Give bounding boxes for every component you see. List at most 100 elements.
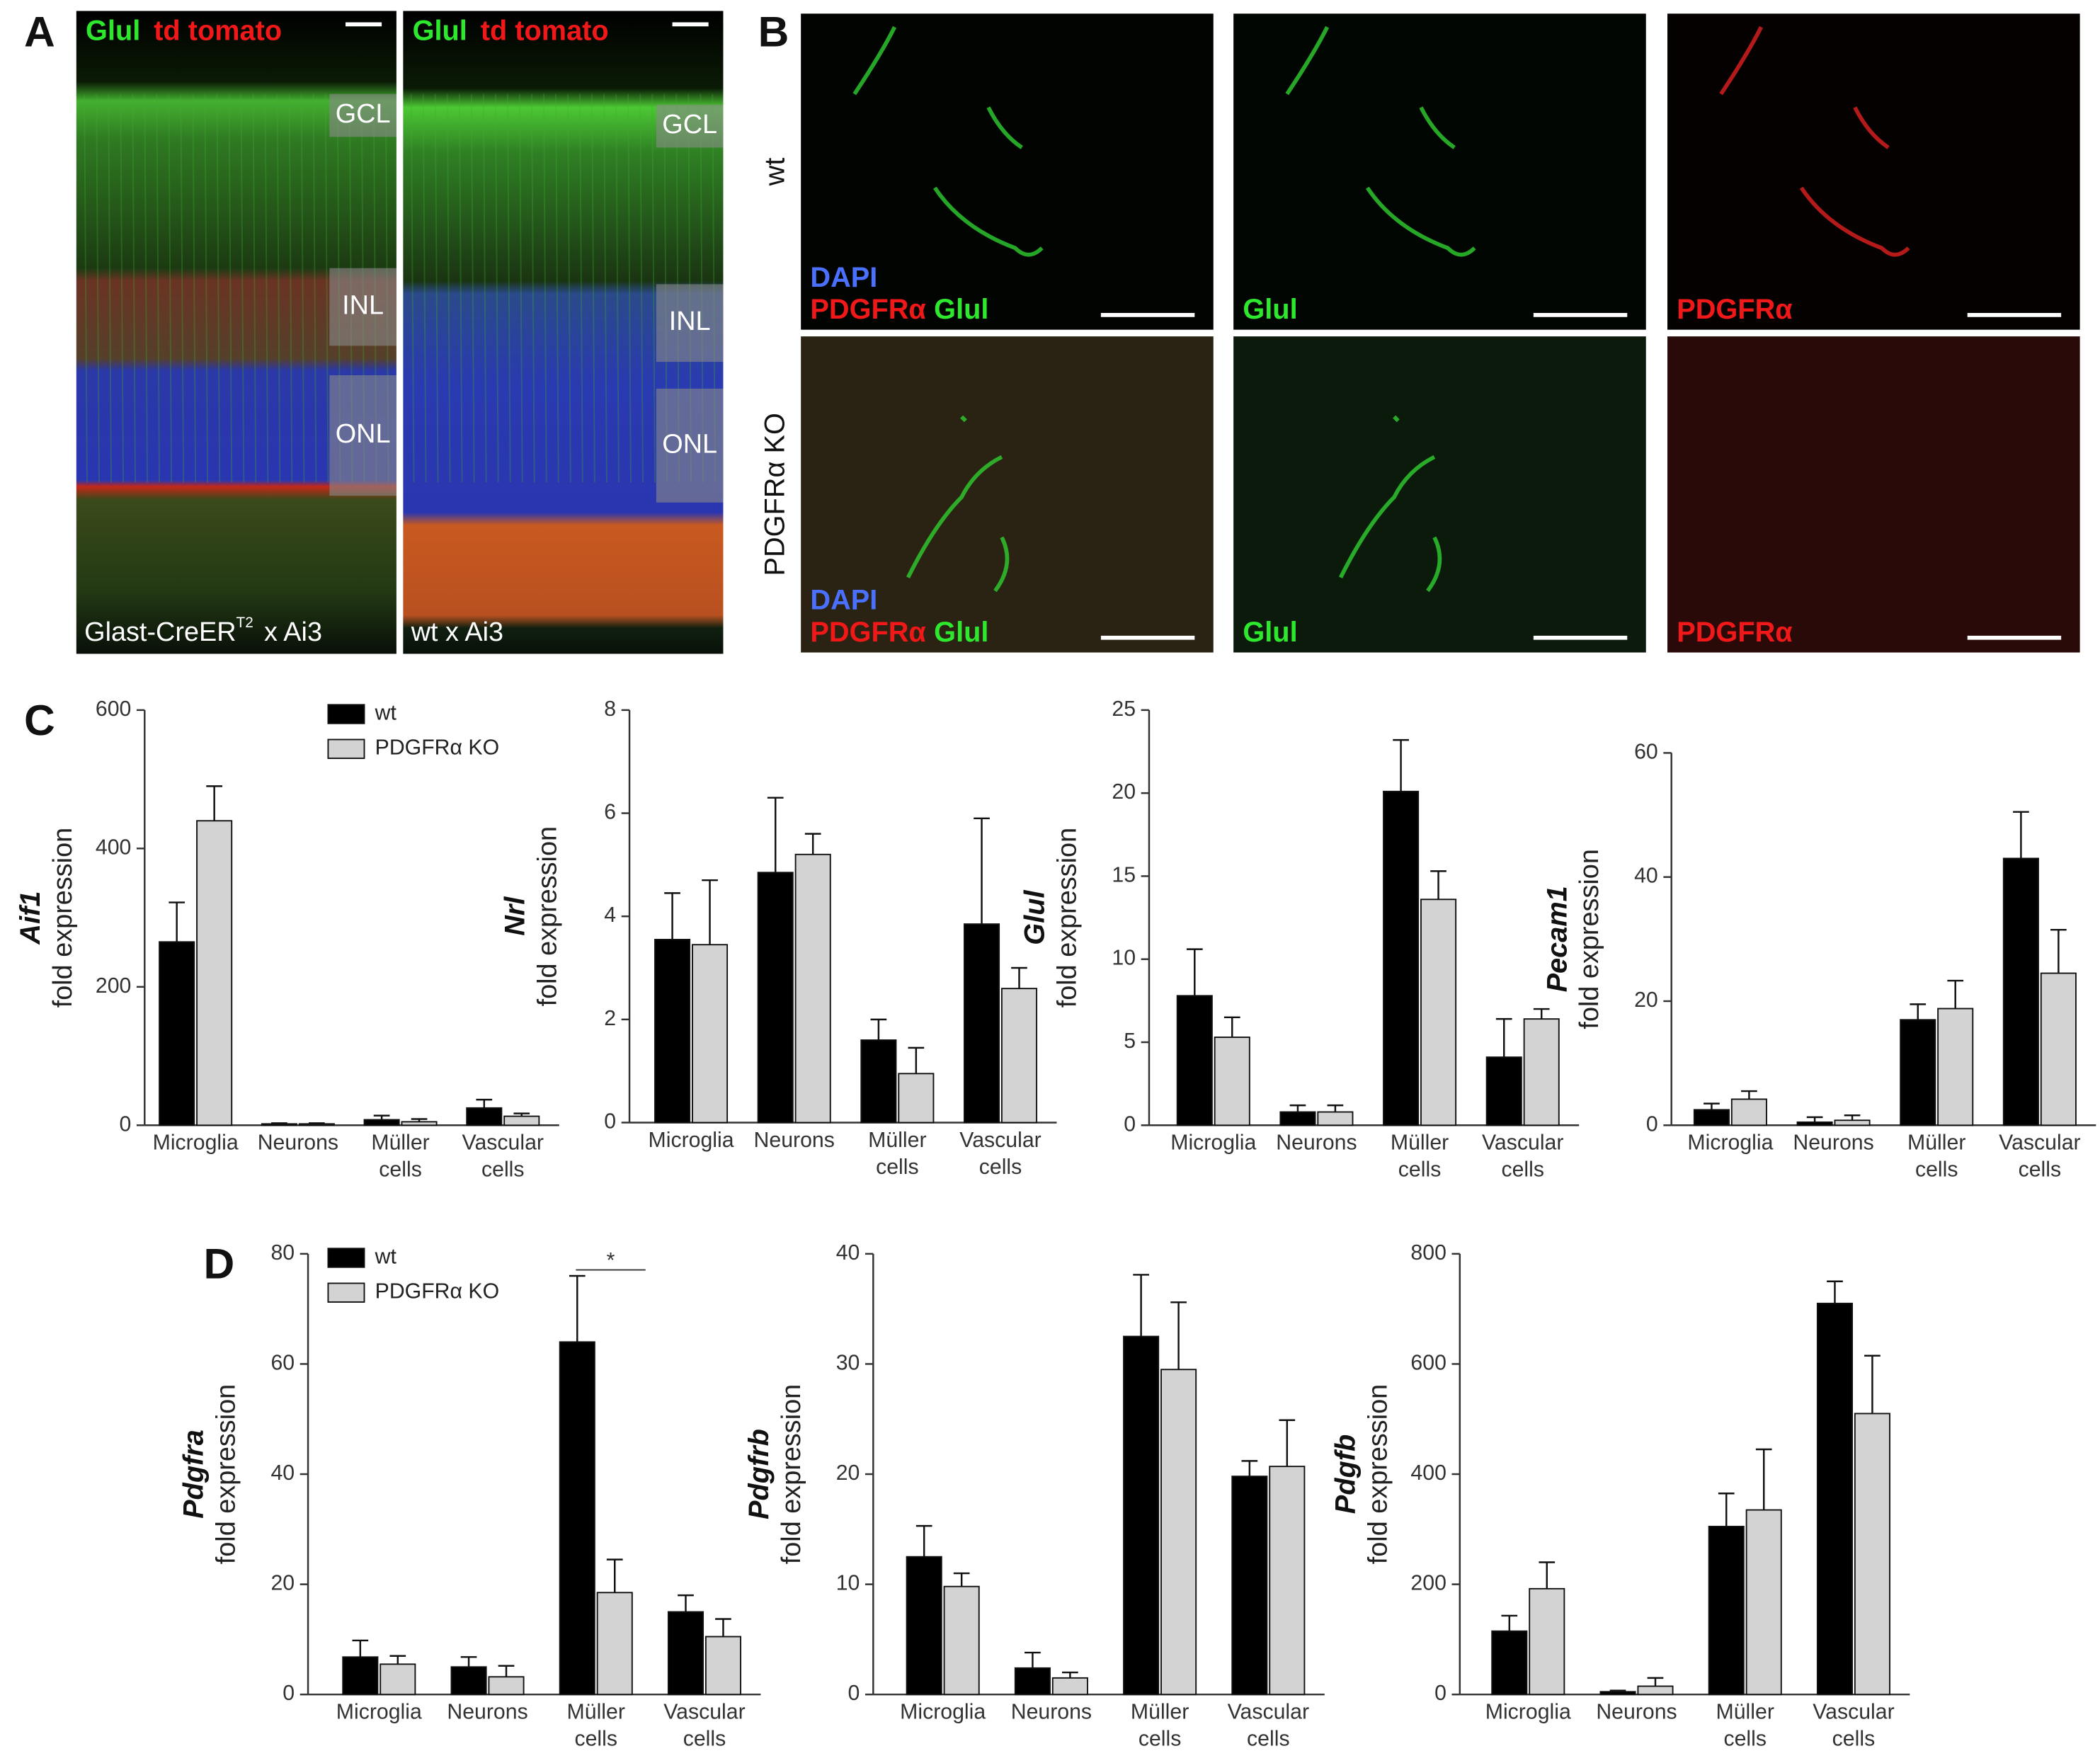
caption-text: wt x Ai3 — [411, 617, 503, 647]
bar — [1214, 1037, 1250, 1126]
bar — [1937, 1008, 1974, 1126]
layer-box — [656, 284, 724, 363]
y-tick-label: 5 — [1124, 1029, 1136, 1053]
error-bar — [1910, 1003, 1927, 1020]
bar — [1693, 1109, 1730, 1126]
x-tick-label: Müller cells — [868, 1129, 926, 1179]
bar — [1816, 1302, 1854, 1696]
y-gene: Pdgfb — [1330, 1434, 1361, 1514]
error-bar — [411, 1118, 428, 1122]
cell-process — [531, 93, 535, 483]
layer-label: INL — [669, 307, 711, 336]
marker-label: Glul td tomato — [413, 15, 609, 46]
y-tick-label: 20 — [836, 1461, 860, 1485]
marker: Glul — [413, 15, 467, 46]
y-tick-label: 40 — [270, 1461, 295, 1485]
x-tick-label: Müller cells — [1391, 1131, 1449, 1182]
bar — [667, 1611, 704, 1696]
stain-label: Glul — [1243, 294, 1297, 325]
cell-process — [228, 93, 233, 483]
bar — [1160, 1369, 1197, 1696]
error-bar — [498, 1665, 515, 1677]
error-bar — [1947, 979, 1964, 1009]
y-gene: Nrl — [500, 896, 531, 936]
cell-process — [276, 93, 281, 483]
error-bar — [2013, 811, 2029, 859]
x-tick-label: Vascular cells — [1999, 1131, 2080, 1182]
bar — [1854, 1413, 1890, 1696]
bar — [559, 1341, 595, 1696]
layer-box — [329, 268, 396, 346]
caption: wt x Ai3 — [411, 617, 503, 647]
y-tick-label: 60 — [270, 1351, 295, 1374]
cell-process — [627, 93, 632, 483]
y-tick-label: 2 — [604, 1007, 616, 1030]
bar — [159, 941, 195, 1126]
layer-box — [329, 93, 396, 137]
y-tick-label: 0 — [1124, 1112, 1136, 1136]
cell — [1419, 106, 1456, 149]
bar — [1269, 1466, 1306, 1696]
cell-process — [288, 93, 293, 483]
cell-process — [192, 93, 197, 483]
bar — [1708, 1525, 1745, 1696]
marker-label: Glul td tomato — [86, 15, 282, 46]
cell-process — [252, 93, 257, 483]
error-bar — [389, 1655, 406, 1665]
panel-letter: A — [24, 8, 55, 56]
bar — [298, 1123, 335, 1126]
x-tick-label: Neurons — [1596, 1701, 1677, 1724]
bar — [1730, 1098, 1767, 1126]
y-tick-label: 25 — [1112, 697, 1136, 721]
bar — [860, 1039, 897, 1124]
bar — [1491, 1630, 1528, 1696]
micrograph — [1233, 13, 1646, 330]
micrograph — [801, 13, 1214, 330]
bar — [342, 1656, 379, 1696]
error-bar — [1327, 1104, 1344, 1112]
legend-swatch — [327, 1248, 365, 1268]
x-tick-label: Vascular cells — [663, 1701, 745, 1751]
stain: PDGFRα — [810, 294, 926, 325]
stain-label: Glul — [1243, 617, 1297, 648]
x-tick-label: Müller cells — [371, 1131, 429, 1182]
x-tick-label: Vascular cells — [1482, 1131, 1563, 1182]
micrograph — [801, 336, 1214, 653]
cell — [960, 415, 967, 423]
bar — [1317, 1111, 1354, 1126]
y-axis-label: fold expression — [777, 1384, 806, 1564]
bar — [1599, 1691, 1636, 1696]
y-axis-label: fold expression — [212, 1384, 241, 1564]
cell-process — [422, 93, 427, 483]
caption-sup: T2 — [236, 614, 253, 630]
y-tick-label: 200 — [96, 974, 131, 998]
y-tick-label: 600 — [1410, 1351, 1446, 1374]
cell — [986, 106, 1023, 149]
cell-process — [156, 93, 161, 483]
cell-process — [639, 93, 644, 483]
x-tick-label: Microglia — [153, 1131, 239, 1155]
bar — [898, 1073, 935, 1124]
bar — [261, 1123, 297, 1126]
bar — [1900, 1019, 1936, 1126]
error-bar — [1501, 1614, 1518, 1631]
micrograph — [1667, 13, 2080, 330]
y-tick-label: 20 — [1112, 780, 1136, 804]
y-tick-label: 20 — [1634, 988, 1658, 1012]
error-bar — [1609, 1689, 1626, 1692]
bar — [1485, 1056, 1522, 1126]
stain-label: PDGFRα — [1677, 294, 1793, 325]
cell-process — [96, 93, 100, 483]
error-bar — [1062, 1671, 1078, 1678]
y-tick-label: 0 — [283, 1682, 295, 1705]
bar — [692, 944, 729, 1124]
error-bar — [915, 1524, 932, 1557]
cell-process — [240, 93, 245, 483]
y-tick-label: 0 — [120, 1112, 132, 1136]
error-bar — [1223, 1016, 1240, 1037]
x-tick-label: Neurons — [754, 1129, 835, 1152]
cell — [1285, 25, 1330, 96]
cell-process — [615, 93, 620, 483]
cell — [1338, 455, 1436, 578]
cell-process — [410, 93, 415, 483]
